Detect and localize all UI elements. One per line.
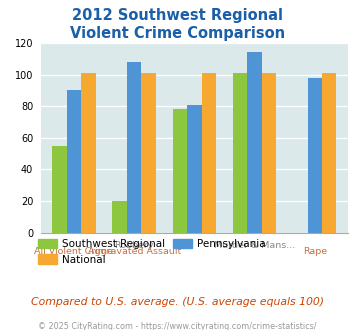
Bar: [247, 52, 262, 233]
Bar: [233, 73, 247, 233]
Bar: [262, 73, 276, 233]
Bar: [173, 109, 187, 233]
Text: Compared to U.S. average. (U.S. average equals 100): Compared to U.S. average. (U.S. average …: [31, 297, 324, 307]
Bar: [67, 90, 81, 233]
Bar: [81, 73, 95, 233]
Bar: [322, 73, 337, 233]
Text: Murder & Mans...: Murder & Mans...: [214, 241, 295, 250]
Bar: [202, 73, 216, 233]
Text: All Violent Crime: All Violent Crime: [34, 247, 114, 255]
Text: Robbery: Robbery: [114, 241, 154, 250]
Text: Aggravated Assault: Aggravated Assault: [88, 247, 181, 255]
Text: Rape: Rape: [303, 247, 327, 255]
Text: © 2025 CityRating.com - https://www.cityrating.com/crime-statistics/: © 2025 CityRating.com - https://www.city…: [38, 322, 317, 330]
Bar: [141, 73, 156, 233]
Bar: [113, 201, 127, 233]
Bar: [307, 78, 322, 233]
Text: 2012 Southwest Regional
Violent Crime Comparison: 2012 Southwest Regional Violent Crime Co…: [70, 8, 285, 41]
Bar: [127, 62, 141, 233]
Bar: [52, 146, 67, 233]
Legend: Southwest Regional, National, Pennsylvania: Southwest Regional, National, Pennsylvan…: [34, 235, 270, 269]
Bar: [187, 105, 202, 233]
